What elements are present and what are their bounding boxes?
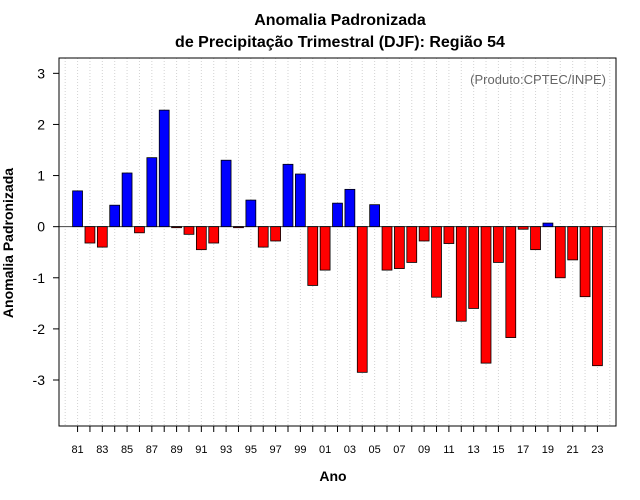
x-tick-label: 83 bbox=[96, 444, 108, 456]
y-tick-label: 1 bbox=[37, 168, 45, 184]
x-tick-label: 93 bbox=[220, 444, 232, 456]
bar-2005 bbox=[369, 204, 380, 228]
bar-1987 bbox=[146, 157, 158, 228]
bar-2015 bbox=[493, 226, 504, 263]
y-axis-label: Anomalia Padronizada bbox=[0, 168, 16, 318]
x-tick-label: 81 bbox=[71, 444, 83, 456]
x-tick-label: 17 bbox=[517, 444, 529, 456]
y-tick-label: -1 bbox=[33, 270, 46, 286]
bar-2004 bbox=[356, 226, 368, 373]
x-axis-label: Ano bbox=[319, 468, 346, 484]
bar-2022 bbox=[579, 226, 591, 298]
x-tick-label: 91 bbox=[195, 444, 207, 456]
bar-2003 bbox=[344, 188, 356, 228]
bar-1994 bbox=[233, 226, 244, 229]
bar-2009 bbox=[418, 226, 430, 242]
grid-lines bbox=[64, 58, 611, 426]
y-tick-label: 0 bbox=[37, 219, 45, 235]
bar-1997 bbox=[270, 226, 281, 242]
bar-2008 bbox=[406, 226, 418, 263]
product-credit: (Produto:CPTEC/INPE) bbox=[470, 72, 606, 87]
bar-1988 bbox=[158, 109, 170, 228]
x-tick-label: 15 bbox=[492, 444, 504, 456]
x-tick-label: 97 bbox=[269, 444, 281, 456]
bar-1996 bbox=[257, 226, 269, 248]
bar-2014 bbox=[480, 226, 492, 364]
bar-2019 bbox=[542, 222, 554, 228]
bar-1989 bbox=[171, 226, 182, 229]
bar-2000 bbox=[307, 226, 319, 286]
bar-2002 bbox=[332, 202, 343, 228]
bar-2006 bbox=[381, 226, 393, 271]
bar-1982 bbox=[84, 226, 96, 244]
x-tick-label: 85 bbox=[121, 444, 133, 456]
bars bbox=[72, 109, 603, 373]
x-tick-label: 99 bbox=[294, 444, 306, 456]
bar-2010 bbox=[431, 226, 442, 298]
x-tick-label: 95 bbox=[245, 444, 257, 456]
x-tick-label: 07 bbox=[393, 444, 405, 456]
bar-2020 bbox=[554, 226, 566, 279]
bar-1991 bbox=[195, 226, 207, 251]
x-tick-label: 87 bbox=[146, 444, 158, 456]
bar-2001 bbox=[319, 226, 331, 271]
bar-1999 bbox=[295, 173, 306, 228]
bar-1984 bbox=[109, 204, 121, 228]
bar-1990 bbox=[183, 226, 195, 235]
bar-2013 bbox=[468, 226, 480, 309]
x-tick-label: 01 bbox=[319, 444, 331, 456]
x-tick-label: 09 bbox=[418, 444, 430, 456]
bar-2021 bbox=[567, 226, 579, 261]
x-tick-label: 23 bbox=[591, 444, 603, 456]
bar-1985 bbox=[121, 172, 133, 228]
bar-2017 bbox=[517, 226, 529, 230]
y-tick-label: 3 bbox=[37, 65, 45, 81]
bar-1981 bbox=[72, 190, 83, 228]
bar-2018 bbox=[530, 226, 541, 251]
bar-1993 bbox=[220, 159, 232, 228]
y-tick-label: -2 bbox=[33, 321, 46, 337]
bar-2007 bbox=[394, 226, 405, 269]
bar-1998 bbox=[282, 163, 294, 228]
x-tick-label: 05 bbox=[369, 444, 381, 456]
bar-2016 bbox=[505, 226, 517, 338]
bar-1995 bbox=[245, 199, 257, 228]
chart-title-line1: Anomalia Padronizada bbox=[254, 12, 426, 29]
x-tick-label: 03 bbox=[344, 444, 356, 456]
bar-2011 bbox=[443, 226, 455, 244]
x-axis-ticks: 81 83 85 87 89 91 93 95 97 99 01 03 05 07 09 11 13 15 17 19… bbox=[71, 426, 604, 456]
y-tick-label: -3 bbox=[33, 372, 46, 388]
x-tick-label: 13 bbox=[468, 444, 480, 456]
x-tick-label: 89 bbox=[170, 444, 182, 456]
bar-1986 bbox=[134, 226, 145, 234]
x-tick-label: 21 bbox=[567, 444, 579, 456]
x-tick-label: 19 bbox=[542, 444, 554, 456]
bar-1992 bbox=[208, 226, 220, 244]
y-tick-label: 2 bbox=[37, 116, 45, 132]
chart-title-line2: de Precipitação Trimestral (DJF): Região… bbox=[175, 34, 505, 51]
bar-1983 bbox=[96, 226, 108, 248]
y-axis-ticks: -3 -2 -1 0 1 2 3 bbox=[33, 65, 59, 388]
x-tick-label: 11 bbox=[443, 444, 454, 456]
bar-2023 bbox=[592, 226, 603, 367]
bar-2012 bbox=[455, 226, 467, 322]
